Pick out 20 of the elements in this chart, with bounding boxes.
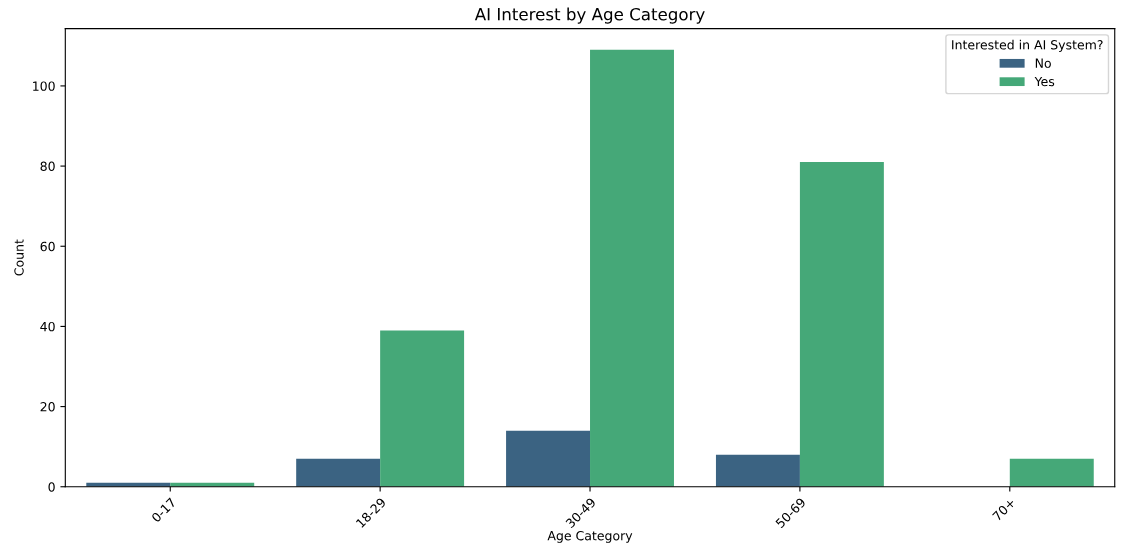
- y-tick-label: 100: [33, 81, 55, 91]
- bar: [1009, 458, 1094, 487]
- y-tick-label: 20: [40, 402, 55, 412]
- bar: [380, 330, 465, 487]
- legend-label: No: [1035, 58, 1051, 68]
- bar: [506, 430, 591, 487]
- bar: [799, 162, 884, 487]
- bar: [715, 454, 800, 487]
- bar: [296, 458, 381, 487]
- legend-title: Interested in AI System?: [952, 39, 1103, 52]
- y-tick-label: 0: [48, 482, 55, 492]
- legend-label: Yes: [1034, 76, 1055, 87]
- y-tick-label: 80: [40, 161, 55, 172]
- y-tick-label: 60: [40, 241, 55, 252]
- chart-title: AI Interest by Age Category: [474, 7, 705, 24]
- y-axis-title: Count: [14, 239, 24, 276]
- bar: [590, 49, 674, 487]
- x-tick-label: 70+: [992, 497, 1016, 522]
- y-tick-label: 40: [40, 321, 55, 332]
- x-axis-title: Age Category: [547, 530, 633, 543]
